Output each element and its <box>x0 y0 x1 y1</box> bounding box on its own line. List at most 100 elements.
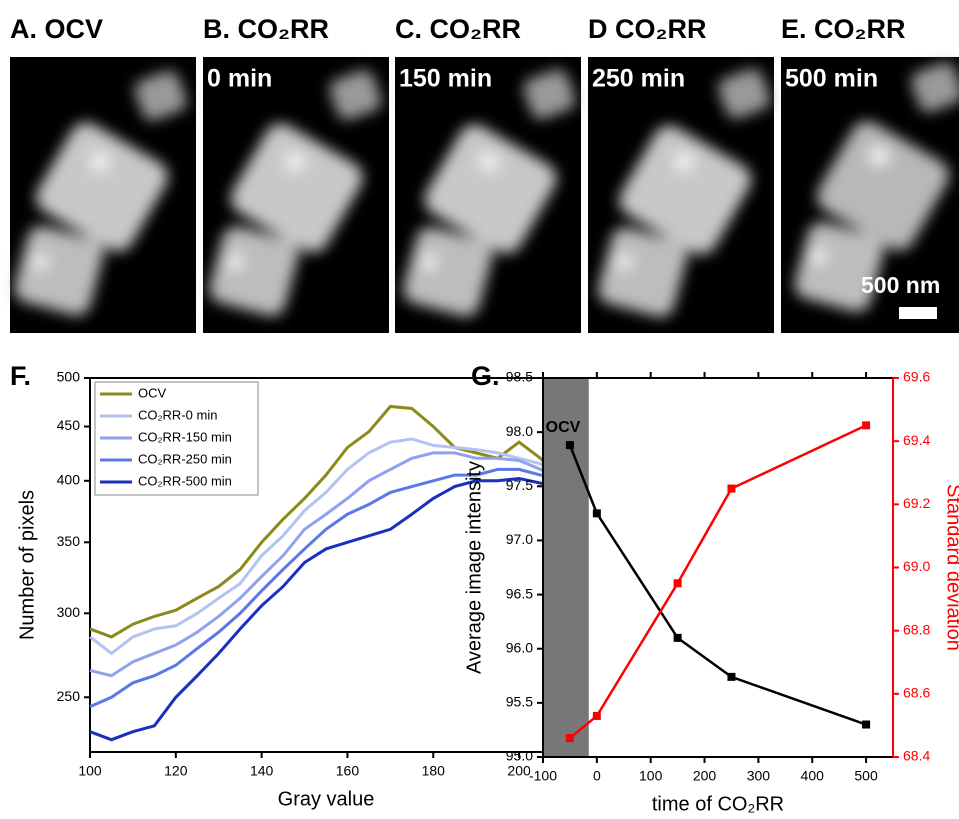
x-tick-label: 200 <box>693 768 717 784</box>
panel-label: E. CO₂RR <box>781 14 906 44</box>
particle <box>619 125 752 255</box>
point <box>727 672 736 681</box>
y2-tick-label: 68.6 <box>903 685 930 701</box>
y2-tick-label: 69.0 <box>903 558 930 574</box>
x-tick-label: 100 <box>78 763 102 779</box>
particle <box>134 70 187 121</box>
time-label: 500 min <box>785 65 878 93</box>
particles <box>794 62 959 312</box>
y-axis-label: Average image intensity <box>463 461 485 674</box>
particles <box>14 70 187 316</box>
y-tick-label: 95.5 <box>506 694 533 710</box>
y-tick-label: 98.0 <box>506 423 533 439</box>
x-tick-label: 200 <box>507 763 531 779</box>
particle-spot <box>32 254 48 270</box>
y-tick-label: 96.5 <box>506 585 533 601</box>
plot-frame <box>542 377 894 758</box>
particles <box>598 68 771 317</box>
y2-tick-label: 68.4 <box>903 748 930 764</box>
image-panel <box>781 57 959 333</box>
series-line <box>568 444 867 726</box>
time-label: 150 min <box>399 65 492 93</box>
scale-bar <box>899 307 937 319</box>
particle-spot <box>285 152 305 172</box>
point <box>565 441 574 450</box>
x-tick-label: 500 <box>854 768 878 784</box>
series-line <box>89 451 563 678</box>
y-tick-label: 95.0 <box>506 748 533 764</box>
shaded-region <box>543 378 589 757</box>
y-tick-label: 400 <box>57 471 81 487</box>
x-tick-label: 120 <box>164 763 188 779</box>
panel-label: B. CO₂RR <box>203 14 329 44</box>
particle-spot <box>811 248 827 264</box>
y2-axis-label: Standard deviation <box>943 484 959 651</box>
image-panel <box>395 57 581 333</box>
particle-spot <box>227 254 243 270</box>
series-line <box>89 476 563 742</box>
panel-label: C. CO₂RR <box>395 14 521 44</box>
series-line <box>569 424 867 740</box>
x-tick-label: 400 <box>801 768 825 784</box>
x-tick-label: 0 <box>593 768 601 784</box>
x-tick-label: 140 <box>250 763 274 779</box>
particle <box>36 122 168 252</box>
panel-label: D CO₂RR <box>588 14 707 44</box>
y2-tick-label: 69.4 <box>903 432 930 448</box>
legend: OCV CO₂RR-0 min CO₂RR-150 min CO₂RR-250 min… <box>94 381 259 496</box>
particle <box>230 123 363 253</box>
y-tick-label: 250 <box>57 688 81 704</box>
y2-tick-label: 68.8 <box>903 621 930 637</box>
particle <box>794 222 884 312</box>
y-tick-label: 98.5 <box>506 369 533 385</box>
x-tick-label: -100 <box>529 768 557 784</box>
time-label: 0 min <box>207 65 272 93</box>
particle <box>424 124 557 254</box>
panel-label: A. OCV <box>10 14 103 44</box>
annotation: OCV <box>546 419 581 436</box>
legend-label: CO₂RR-0 min <box>138 407 217 422</box>
time-label: 250 min <box>592 65 685 93</box>
particle <box>329 70 382 120</box>
y-tick-label: 500 <box>57 369 81 385</box>
image-panel <box>588 57 774 333</box>
particle <box>403 227 493 317</box>
x-tick-label: 300 <box>747 768 771 784</box>
particle-spot <box>674 152 694 172</box>
image-panel <box>10 57 196 333</box>
y2-tick-label: 69.6 <box>903 369 930 385</box>
y-tick-label: 97.0 <box>506 531 533 547</box>
scale-bar-label: 500 nm <box>861 272 940 298</box>
legend-label: CO₂RR-500 min <box>138 473 232 488</box>
y-tick-label: 350 <box>57 533 81 549</box>
legend-label: OCV <box>138 385 167 400</box>
chart-title: G. <box>471 361 500 391</box>
particle <box>14 226 104 316</box>
series-line <box>89 437 563 656</box>
particles <box>403 69 576 317</box>
series-line <box>89 467 563 708</box>
particle-spot <box>421 254 437 270</box>
point <box>862 421 871 430</box>
particle <box>817 121 949 251</box>
x-axis-label: Gray value <box>278 788 375 810</box>
point <box>673 633 682 642</box>
point <box>862 720 871 729</box>
y-tick-label: 97.5 <box>506 477 533 493</box>
particle <box>209 226 299 316</box>
particles <box>209 70 382 316</box>
series-line <box>89 404 564 639</box>
point <box>727 484 736 493</box>
point <box>673 579 682 588</box>
x-tick-label: 180 <box>422 763 446 779</box>
particle-spot <box>479 152 499 172</box>
y-tick-label: 300 <box>57 604 81 620</box>
particle-spot <box>90 152 110 172</box>
particle <box>523 69 576 120</box>
image-panel <box>203 57 389 333</box>
legend-label: CO₂RR-150 min <box>138 429 232 444</box>
particle-spot <box>869 146 889 166</box>
y-tick-label: 96.0 <box>506 639 533 655</box>
particle-spot <box>616 254 632 270</box>
